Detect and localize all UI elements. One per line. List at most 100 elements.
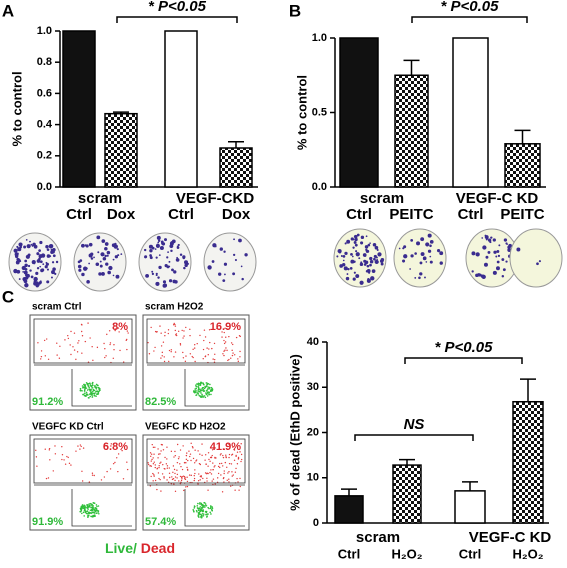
colony [40,253,46,258]
bar [164,30,198,188]
dot [193,462,196,464]
colony [144,256,147,259]
colony [380,262,384,266]
colony [346,239,351,244]
colony [353,271,356,274]
dot [88,397,90,399]
colony [104,242,109,246]
y-axis-label: % to control [294,75,309,150]
colony [425,242,430,247]
colony [104,254,107,258]
dot [54,445,56,447]
dot [211,449,214,451]
dot [239,356,241,358]
colony [24,263,28,268]
y-tick-label: 0.0 [37,181,52,193]
colony [366,264,370,268]
dot [104,444,106,446]
dot [223,481,225,483]
colony [149,249,153,253]
dot [156,468,158,470]
colony [156,243,159,246]
dot [223,354,225,357]
dot [91,396,94,398]
dot [87,361,90,363]
colony [99,260,102,263]
dot [59,345,61,347]
colony [536,262,539,266]
dot [202,509,204,511]
dot [204,385,206,388]
dot [87,505,89,507]
dot [105,355,107,357]
dot [190,459,192,462]
dot [63,459,65,461]
dot [188,450,190,452]
colony [39,260,43,264]
dot [174,329,177,332]
y-tick-label: 0 [313,517,319,529]
colony [46,248,50,251]
dot [193,474,195,477]
dot [47,358,50,360]
dot [117,327,120,329]
colony [106,250,111,255]
colony [492,238,496,242]
dot [166,479,168,481]
dot [91,384,94,386]
dot [207,489,209,491]
dot [167,329,170,331]
dot [113,349,115,351]
dot [179,344,182,346]
colony [370,276,375,281]
colony [233,253,236,257]
colony [151,246,155,250]
colony [22,270,25,273]
colony [215,245,217,248]
colony [355,252,360,257]
dot [152,463,155,465]
colony [354,237,358,242]
colony [538,260,541,263]
dot [210,506,212,508]
colony [149,254,152,257]
colony [42,263,45,266]
live-percent: 91.9% [32,516,63,528]
colony [84,244,87,247]
dot [168,467,170,469]
bar [334,495,364,524]
dot [67,337,70,340]
dot [163,476,165,478]
colony [101,271,105,276]
dot [199,506,202,508]
colony [359,280,364,285]
dot [153,475,155,477]
dot [90,504,92,507]
colony [78,268,82,272]
y-tick-label: 0.5 [312,106,327,118]
dead-percent: 16.9% [210,321,241,333]
colony [99,264,103,268]
dot [210,513,212,515]
dot [235,455,237,458]
dot [204,454,207,456]
dot [231,349,233,352]
dot [232,474,235,476]
colony [176,245,179,248]
dot [90,394,93,396]
dot [154,346,156,349]
dot [160,450,162,452]
dot [180,481,182,483]
dot [183,330,185,332]
dot [200,392,202,394]
dot [109,343,111,346]
dot [66,455,68,458]
colony [398,247,401,250]
live-percent: 57.4% [145,516,176,528]
dot [208,507,210,510]
dot [206,389,208,391]
dot [213,342,216,345]
live-percent: 91.2% [32,396,63,408]
dot [35,456,38,458]
flow-title: scram Ctrl [32,302,82,313]
